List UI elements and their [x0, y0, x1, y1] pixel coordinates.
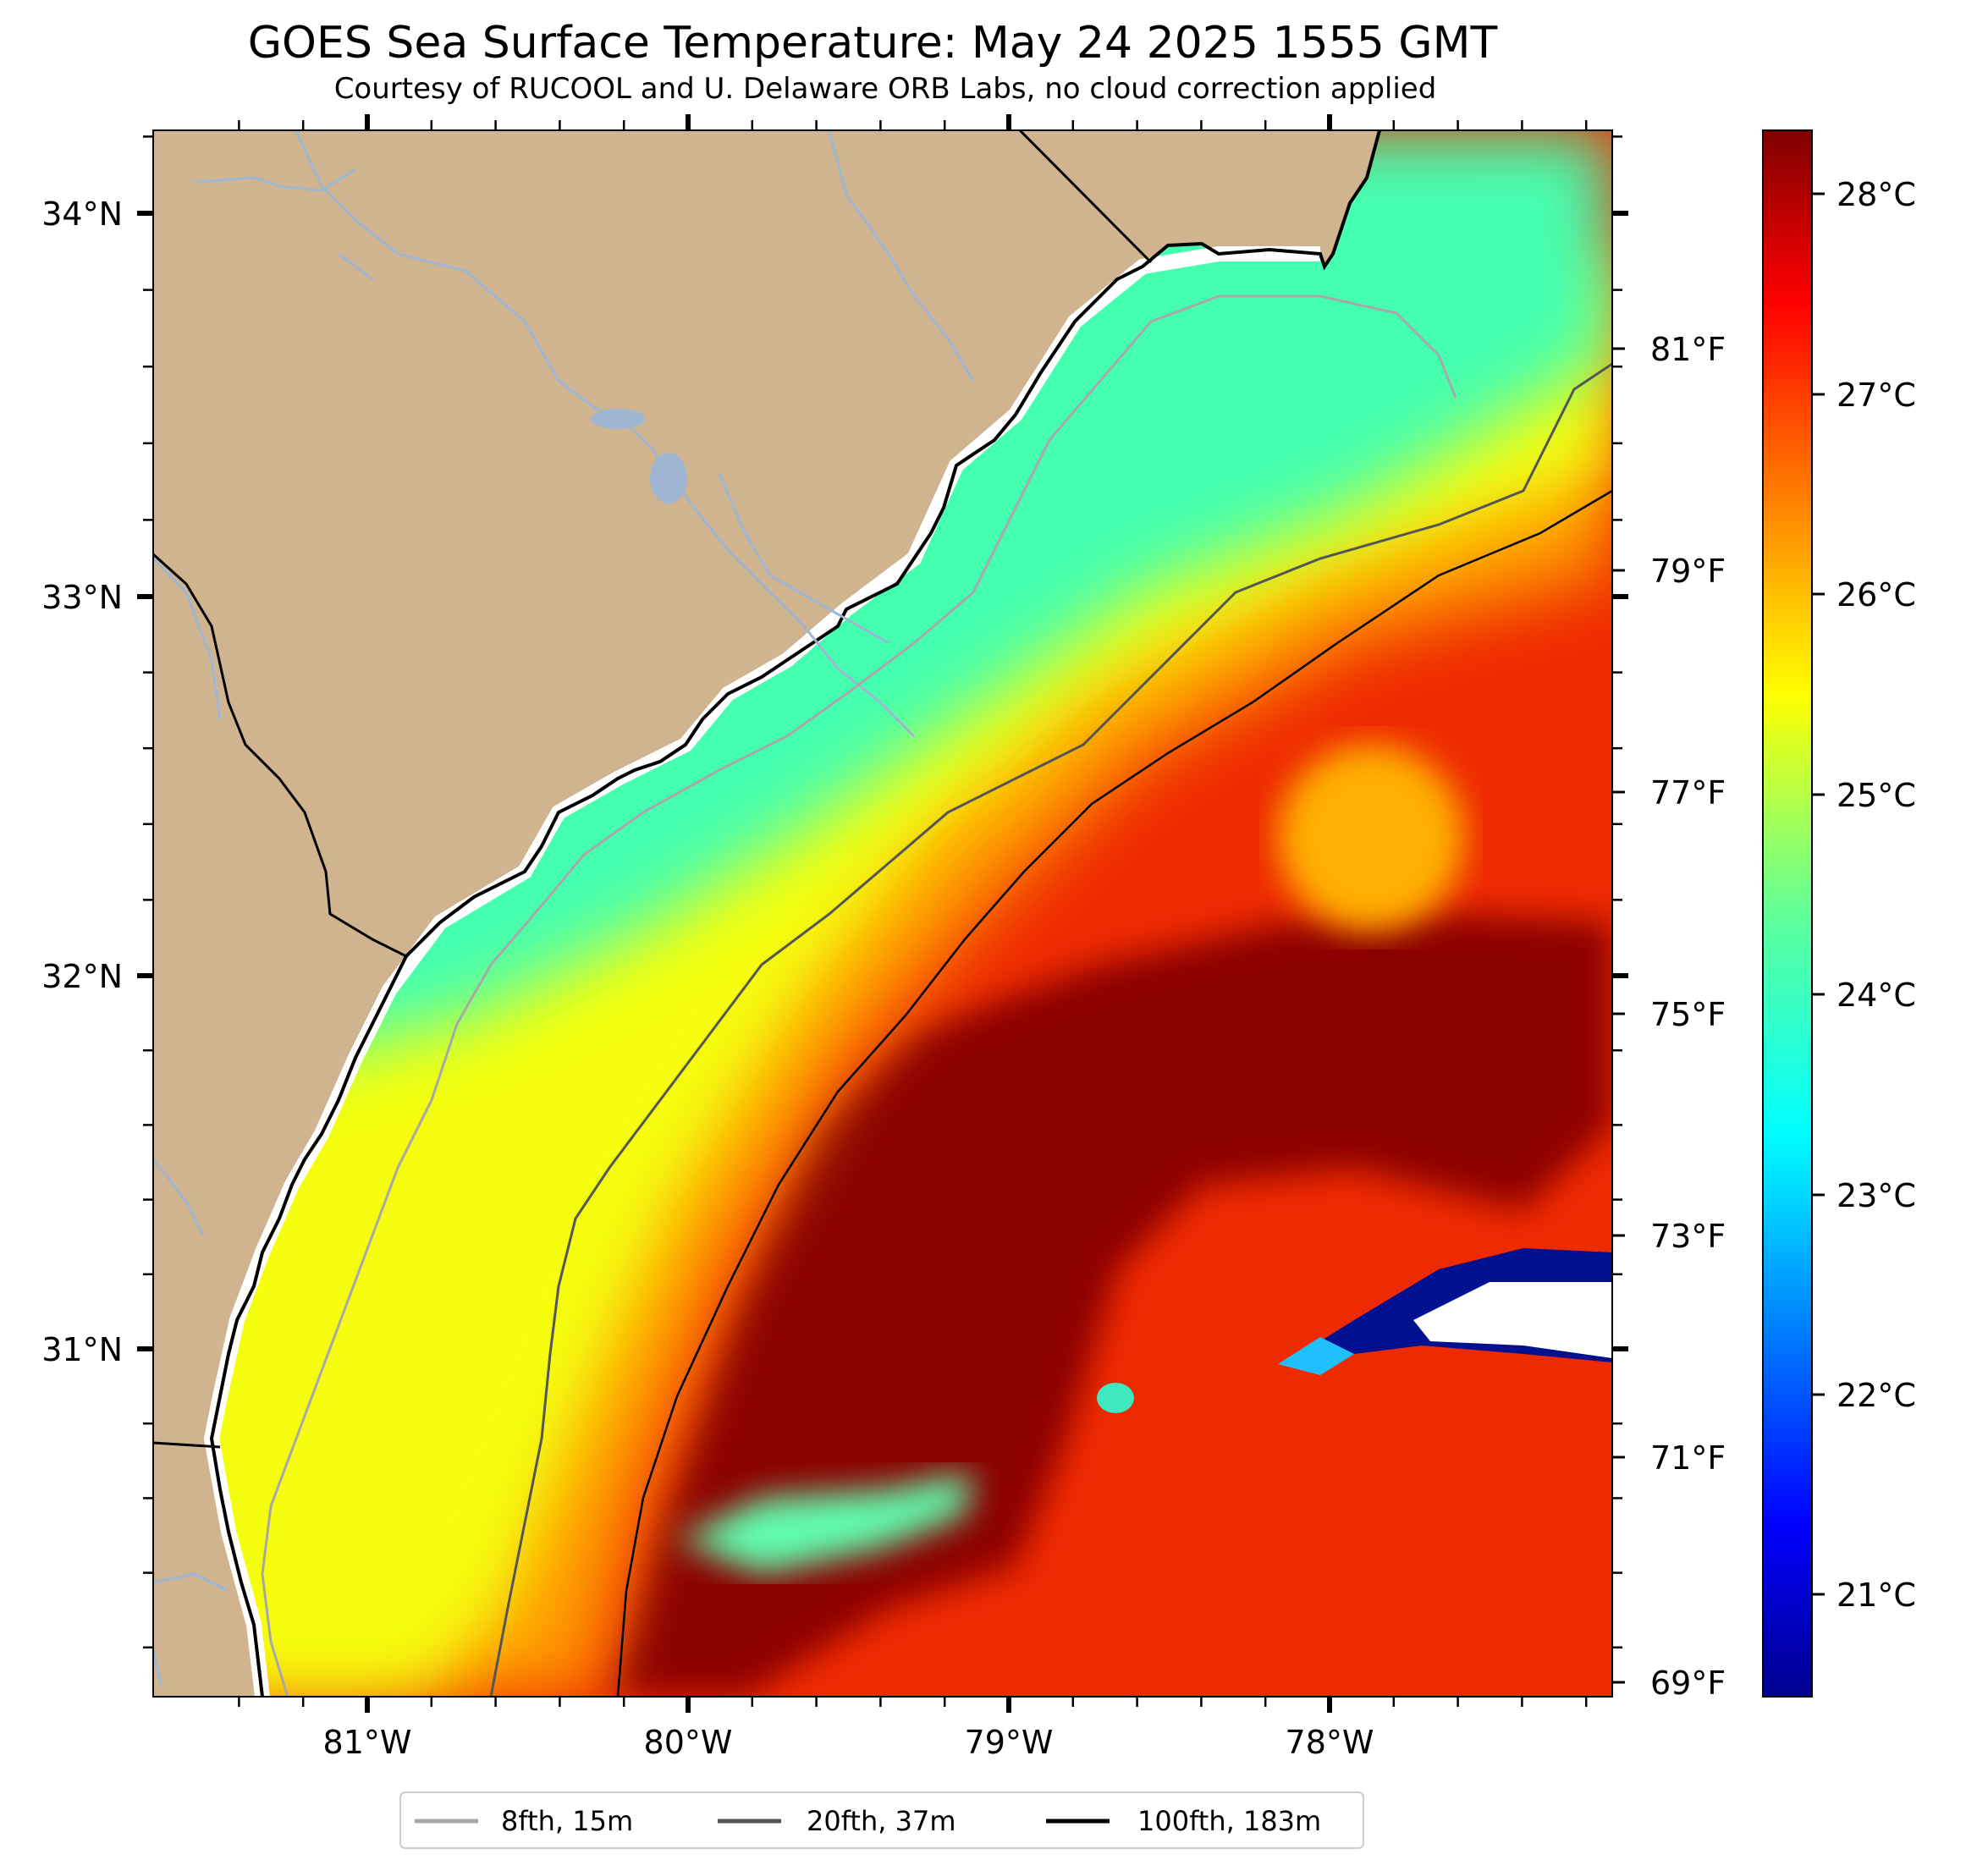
isobath-20fth — [489, 362, 1612, 1697]
colorbar-ticks — [1812, 192, 1825, 1596]
state-border-ga-fl — [153, 1441, 221, 1449]
lat-tick-label: 32°N — [41, 958, 123, 995]
celsius-label: 28°C — [1837, 176, 1916, 213]
lon-tick-label: 78°W — [1286, 1724, 1374, 1761]
lon-tick-label: 80°W — [644, 1724, 733, 1761]
isobath-legend: 8fth, 15m 20fth, 37m 100fth, 183m — [399, 1791, 1364, 1849]
lon-tick-label: 81°W — [323, 1724, 412, 1761]
celsius-label: 23°C — [1837, 1177, 1916, 1214]
cool-patch-small — [1097, 1383, 1134, 1413]
legend-label-20fth: 20fth, 37m — [807, 1805, 955, 1837]
state-border-sc-ga — [153, 553, 407, 958]
chart-title: GOES Sea Surface Temperature: May 24 202… — [248, 18, 1498, 69]
land-area — [153, 130, 1379, 1697]
fahrenheit-label: 71°F — [1650, 1439, 1726, 1477]
celsius-label: 21°C — [1837, 1577, 1916, 1614]
isobath-100fth — [616, 489, 1612, 1697]
celsius-label: 24°C — [1837, 977, 1916, 1014]
warm-eddy — [1278, 745, 1464, 931]
fahrenheit-label: 81°F — [1650, 331, 1726, 368]
fahrenheit-label: 75°F — [1650, 996, 1726, 1033]
lat-tick-label: 34°N — [41, 195, 123, 233]
celsius-label: 22°C — [1837, 1377, 1916, 1414]
legend-label-8fth: 8fth, 15m — [501, 1805, 633, 1837]
isobath-8fth — [261, 294, 1457, 1697]
lon-tick-label: 79°W — [965, 1724, 1054, 1761]
lat-minor-ticks — [143, 135, 1622, 1649]
map-frame — [152, 129, 1613, 1698]
fahrenheit-label: 69°F — [1650, 1665, 1726, 1702]
lat-major-ticks — [137, 211, 1628, 1351]
cool-patch-south — [677, 1472, 973, 1574]
celsius-label: 27°C — [1837, 377, 1916, 414]
legend-label-100fth: 100fth, 183m — [1137, 1805, 1321, 1837]
fahrenheit-label: 73°F — [1650, 1218, 1726, 1255]
legend-box — [399, 1791, 1364, 1849]
lat-tick-label: 31°N — [41, 1331, 123, 1368]
fahrenheit-label: 77°F — [1650, 774, 1726, 812]
celsius-label: 25°C — [1837, 777, 1916, 814]
lon-major-ticks — [365, 114, 1332, 1713]
fahrenheit-ticks — [1612, 347, 1625, 1684]
cloud-edge-cyan — [1278, 1337, 1354, 1375]
chart-subtitle: Courtesy of RUCOOL and U. Delaware ORB L… — [334, 72, 1437, 106]
fahrenheit-label: 79°F — [1650, 553, 1726, 590]
lake-marion — [650, 453, 687, 504]
coastline — [209, 130, 1381, 1697]
lake-moultrie — [591, 409, 645, 429]
state-border-nc-sc — [1018, 130, 1153, 264]
celsius-label: 26°C — [1837, 576, 1916, 614]
map-panel — [153, 130, 1612, 1697]
cloud-missing-data — [1413, 1282, 1612, 1358]
lat-tick-label: 33°N — [41, 579, 123, 616]
rivers — [153, 130, 975, 1685]
lon-minor-ticks — [238, 120, 1588, 1707]
colorbar — [1762, 129, 1813, 1698]
